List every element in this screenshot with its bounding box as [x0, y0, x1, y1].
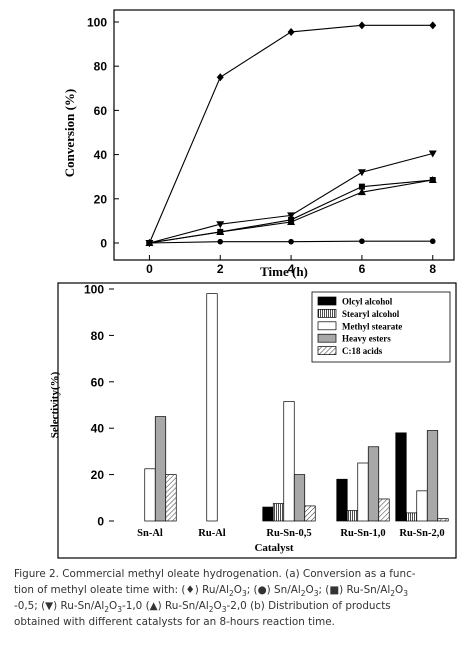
- selectivity-bar: [262, 506, 274, 522]
- conversion-series-line-square: [149, 179, 433, 244]
- selectivity-legend: Olcyl alcohol Stearyl alcohol Methyl stear…: [311, 291, 451, 363]
- caption-line: obtained with different catalysts for an…: [14, 616, 335, 628]
- conversion-series-lines: [148, 24, 433, 244]
- figure: 0 20 40 60 80 100 0 2 4 6 8 Time (h) Conversion (%…: [49, 9, 457, 559]
- conversion-y-tick-label: 80: [94, 60, 108, 74]
- selectivity-bar: [165, 474, 177, 522]
- conversion-axes: 0 20 40 60 80 100 0 2 4 6 8: [87, 16, 436, 277]
- selectivity-x-axis-label: Catalyst: [254, 542, 293, 554]
- caption-line: Figure 2. Commercial methyl oleate hydro…: [14, 568, 416, 580]
- selectivity-bar: [293, 474, 306, 522]
- conversion-point-square: [358, 183, 365, 190]
- selectivity-bar: [206, 293, 218, 522]
- selectivity-bar: [154, 416, 167, 522]
- selectivity-bar: [367, 446, 380, 522]
- selectivity-legend-label: Olcyl alcohol: [342, 297, 393, 307]
- conversion-point-triangle-up: [357, 188, 366, 196]
- selectivity-y-tick-label: 20: [91, 468, 105, 482]
- conversion-x-tick-label: 0: [146, 262, 153, 276]
- conversion-x-tick-label: 4: [288, 262, 295, 276]
- selectivity-y-tick-label: 100: [84, 283, 104, 297]
- conversion-point-circle: [217, 238, 224, 245]
- conversion-point-triangle-down: [216, 221, 225, 229]
- conversion-point-triangle-down: [287, 212, 296, 220]
- selectivity-bar: [357, 462, 369, 522]
- conversion-x-tick-label: 2: [217, 262, 224, 276]
- conversion-y-axis-label: Conversion (%): [62, 89, 77, 177]
- conversion-point-triangle-up: [216, 227, 225, 235]
- selectivity-bars: [144, 293, 449, 522]
- conversion-point-triangle-up: [287, 218, 296, 226]
- selectivity-bar: [272, 503, 285, 522]
- selectivity-legend-swatch: [317, 333, 337, 343]
- selectivity-legend-label: Stearyl alcohol: [342, 309, 400, 319]
- selectivity-category-label: Ru-Sn-0,5: [266, 528, 311, 539]
- conversion-point-diamond: [358, 21, 366, 30]
- figure-caption: Figure 2. Commercial methyl oleate hydro…: [14, 566, 462, 630]
- caption-line: tion of methyl oleate time with: (♦) Ru/…: [14, 584, 409, 599]
- conversion-point-triangle-down: [357, 169, 366, 177]
- selectivity-bar: [336, 478, 348, 522]
- conversion-point-diamond: [287, 27, 295, 36]
- conversion-x-axis-label: Time (h): [260, 264, 308, 279]
- conversion-chart: 0 20 40 60 80 100 0 2 4 6 8 Time (h) Conversion (%…: [62, 9, 455, 279]
- conversion-y-tick-label: 100: [87, 16, 107, 30]
- selectivity-y-tick-label: 0: [97, 515, 104, 529]
- selectivity-y-axis-label: Selectivity(%): [49, 371, 61, 438]
- selectivity-legend-swatch: [317, 346, 337, 355]
- selectivity-bar: [346, 510, 359, 522]
- conversion-point-triangle-up: [428, 176, 437, 184]
- selectivity-legend-label: C:18 acids: [342, 346, 383, 356]
- selectivity-chart: 0 20 40 60 80 100 Sn-Al Ru-Al Ru-Sn-0,5 Ru-Sn-1,0…: [49, 282, 457, 559]
- caption-line: -0,5; (▼) Ru-Sn/Al2O3-1,0 (▲) Ru-Sn/Al2O…: [14, 600, 391, 615]
- conversion-x-tick-label: 6: [359, 262, 366, 276]
- selectivity-category-label: Sn-Al: [137, 528, 163, 539]
- selectivity-bar: [378, 498, 390, 522]
- selectivity-bar: [144, 468, 156, 522]
- conversion-series-line-diamond: [148, 24, 433, 244]
- conversion-point-diamond: [429, 21, 437, 30]
- selectivity-bar: [283, 401, 295, 522]
- selectivity-legend-swatch: [317, 321, 337, 331]
- selectivity-bar: [395, 432, 407, 522]
- selectivity-bar: [304, 505, 316, 522]
- conversion-point-circle: [429, 238, 436, 245]
- selectivity-category-label: Ru-Al: [198, 528, 226, 539]
- conversion-point-circle: [359, 238, 365, 245]
- selectivity-y-tick-label: 60: [91, 375, 105, 389]
- selectivity-y-tick-label: 40: [91, 422, 105, 436]
- conversion-y-tick-label: 40: [94, 148, 108, 162]
- conversion-series-markers: [145, 21, 437, 247]
- selectivity-plot-frame: [57, 282, 457, 559]
- conversion-point-diamond: [216, 73, 224, 82]
- selectivity-bar: [405, 512, 418, 522]
- selectivity-category-label: Ru-Sn-2,0: [399, 528, 444, 539]
- conversion-y-tick-label: 20: [94, 192, 108, 206]
- conversion-point-circle: [288, 238, 294, 245]
- conversion-point-triangle-down: [428, 150, 437, 158]
- conversion-y-tick-label: 60: [94, 104, 108, 118]
- selectivity-bar: [416, 490, 428, 522]
- conversion-plot-frame: [113, 9, 455, 261]
- selectivity-legend-swatch: [317, 309, 337, 318]
- conversion-x-tick-label: 8: [429, 262, 436, 276]
- conversion-series-line-triangle-down: [149, 152, 433, 244]
- selectivity-legend-label: Methyl stearate: [342, 321, 402, 331]
- selectivity-legend-label: Heavy esters: [342, 334, 391, 344]
- conversion-point-triangle-up: [145, 239, 154, 246]
- conversion-y-tick-label: 0: [100, 237, 107, 251]
- selectivity-bar: [437, 518, 449, 522]
- selectivity-y-tick-label: 80: [91, 329, 105, 343]
- selectivity-legend-swatch: [317, 296, 337, 306]
- selectivity-category-label: Ru-Sn-1,0: [340, 528, 385, 539]
- selectivity-axes: 0 20 40 60 80 100 Sn-Al Ru-Al Ru-Sn-0,5 Ru-Sn-1,0…: [84, 283, 445, 540]
- conversion-series-line-triangle-up: [149, 179, 433, 244]
- selectivity-bar: [426, 430, 439, 522]
